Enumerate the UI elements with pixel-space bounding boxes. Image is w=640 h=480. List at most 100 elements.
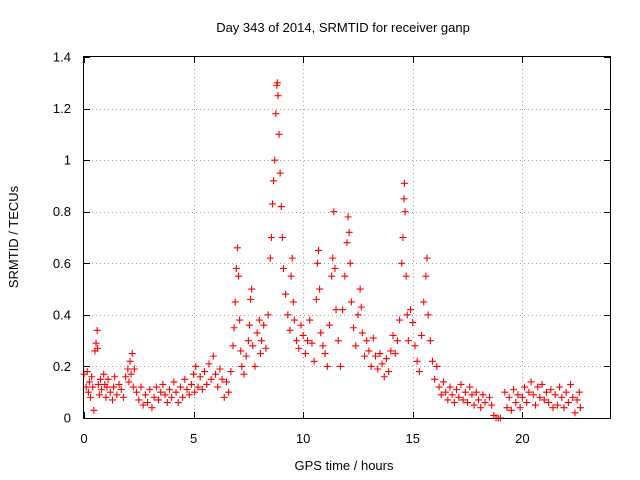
data-point	[157, 388, 165, 396]
data-point	[357, 303, 365, 311]
data-point	[442, 388, 450, 396]
y-tick-label: 0.6	[53, 256, 71, 271]
data-point	[129, 383, 137, 391]
data-point	[115, 380, 123, 388]
data-point	[542, 388, 550, 396]
data-point	[301, 350, 309, 358]
data-point	[488, 401, 496, 409]
data-point	[567, 380, 575, 388]
data-point	[304, 337, 312, 345]
data-point	[275, 130, 283, 138]
data-point	[422, 272, 430, 280]
data-point	[536, 393, 544, 401]
data-point	[127, 370, 135, 378]
data-point	[356, 285, 364, 293]
x-tick-label: 20	[515, 431, 529, 446]
data-point	[163, 399, 171, 407]
grid-lines	[84, 57, 610, 418]
data-point	[277, 203, 285, 211]
data-point	[399, 234, 407, 241]
data-point	[209, 352, 217, 360]
data-point	[94, 380, 102, 388]
data-point	[187, 380, 195, 388]
data-point	[100, 370, 108, 378]
data-point	[464, 399, 472, 407]
data-point	[433, 362, 441, 370]
data-point	[84, 388, 92, 396]
data-point	[218, 375, 226, 383]
data-point	[551, 391, 559, 399]
data-point	[310, 357, 318, 365]
data-point	[225, 388, 233, 396]
data-point	[185, 391, 193, 399]
data-point	[271, 156, 279, 164]
data-point	[270, 177, 278, 185]
data-point	[393, 337, 401, 345]
y-tick-label: 1.4	[53, 50, 71, 65]
data-point	[106, 388, 114, 396]
data-point	[297, 321, 305, 329]
data-point	[94, 344, 102, 352]
y-tick-label: 0.2	[53, 359, 71, 374]
plot-frame	[83, 56, 611, 419]
data-point	[229, 342, 237, 350]
data-point	[274, 92, 282, 100]
data-point	[423, 254, 431, 262]
data-point	[426, 337, 434, 345]
data-point	[110, 383, 118, 391]
data-point	[176, 383, 184, 391]
data-point	[472, 388, 480, 396]
data-point	[293, 337, 301, 345]
data-point	[104, 375, 112, 383]
data-point	[174, 399, 182, 407]
data-point	[251, 362, 259, 370]
data-point	[411, 342, 419, 350]
data-point	[424, 311, 432, 319]
data-point	[391, 350, 399, 358]
data-point	[321, 350, 329, 358]
data-point	[514, 391, 522, 399]
data-point	[282, 290, 290, 298]
data-point	[128, 350, 136, 358]
data-point	[85, 378, 93, 386]
data-point	[455, 393, 463, 401]
data-point	[448, 391, 456, 399]
data-points	[80, 79, 584, 422]
data-point	[374, 365, 382, 373]
data-point	[165, 386, 173, 394]
data-point	[501, 388, 509, 396]
data-point	[117, 386, 125, 394]
data-point	[398, 259, 406, 267]
data-point	[201, 368, 209, 376]
data-point	[564, 399, 572, 407]
data-point	[126, 357, 134, 365]
data-point	[317, 329, 325, 337]
data-point	[505, 393, 513, 401]
data-point	[510, 386, 518, 394]
data-point	[96, 375, 104, 383]
data-point	[468, 391, 476, 399]
data-point	[214, 383, 222, 391]
data-point	[573, 396, 581, 404]
data-point	[418, 331, 426, 339]
data-point	[485, 393, 493, 401]
data-point	[144, 399, 152, 407]
data-point	[428, 357, 436, 365]
data-point	[420, 298, 428, 306]
data-point	[244, 337, 252, 345]
data-point	[83, 368, 91, 376]
data-point	[529, 391, 537, 399]
data-point	[133, 388, 141, 396]
data-point	[146, 386, 154, 394]
data-point	[407, 306, 415, 314]
data-point	[268, 200, 276, 208]
data-point	[152, 383, 160, 391]
data-point	[212, 370, 219, 378]
data-point	[90, 406, 98, 414]
data-point	[135, 396, 143, 404]
data-point	[122, 373, 130, 381]
data-point	[273, 79, 281, 87]
data-point	[287, 272, 295, 280]
data-point	[400, 179, 408, 187]
